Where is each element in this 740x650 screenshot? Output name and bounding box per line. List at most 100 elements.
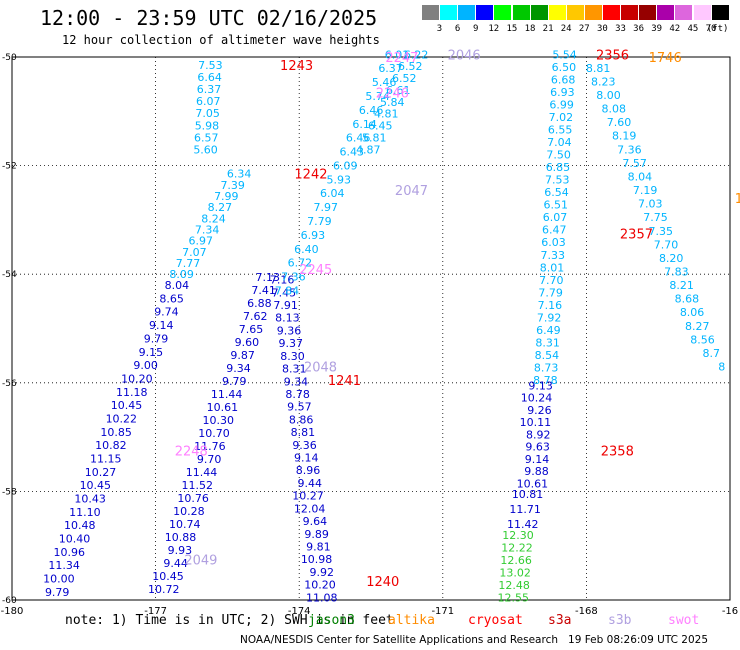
swh-value: 7.50: [546, 149, 571, 162]
swh-value: 5.74: [365, 90, 390, 103]
scale-label: 36: [633, 24, 645, 34]
scale-swatch: [603, 5, 620, 20]
scale-swatch: [476, 5, 494, 20]
page-subtitle: 12 hour collection of altimeter wave hei…: [62, 33, 380, 47]
swh-value: 4.87: [356, 143, 381, 156]
swh-value: 8.73: [534, 362, 559, 375]
swh-value: 7.65: [239, 323, 264, 336]
swh-value: 8.30: [280, 350, 305, 363]
pass-label: 1242: [294, 168, 327, 183]
swh-value: 9.26: [527, 404, 552, 417]
swh-value: 6.46: [359, 104, 384, 117]
swh-value: 6.55: [548, 123, 573, 136]
pass-label: 2358: [601, 445, 634, 460]
swh-value: 8.09: [169, 268, 194, 281]
swh-value: 6.46: [346, 132, 371, 145]
scale-swatch: [440, 5, 458, 20]
scale-label: 27: [578, 24, 590, 34]
swh-value: 9.00: [133, 359, 158, 372]
swh-value: 9.79: [45, 586, 70, 599]
swh-value: 7.16: [538, 299, 563, 312]
swh-value: 6.09: [333, 159, 358, 172]
swh-value: 9.34: [284, 375, 309, 388]
swh-value: 8.31: [535, 336, 560, 349]
swh-value: 10.72: [148, 583, 180, 596]
swh-value: 7.45: [272, 286, 297, 299]
swh-value: 6.40: [294, 243, 319, 256]
swh-value: 6.03: [541, 236, 566, 249]
swh-value: 6.97: [189, 235, 214, 248]
swh-value: 8.24: [201, 212, 226, 225]
swh-value: 10.74: [169, 518, 201, 531]
swh-value: 12.55: [497, 591, 529, 604]
swh-value: 6.61: [386, 84, 411, 97]
swh-value: 9.37: [279, 337, 304, 350]
pass-label: 2048: [304, 361, 337, 376]
swh-value: 6.14: [352, 118, 377, 131]
pass-label: 1243: [280, 59, 313, 74]
swh-value: 9.93: [168, 544, 193, 557]
swh-value: 8.06: [680, 306, 705, 319]
swh-value: 5.60: [193, 143, 218, 156]
x-tick-label: -171: [431, 606, 454, 617]
swh-value: 10.45: [111, 399, 143, 412]
axis-labels: -180 -177 -174 -171 -168 -16 -50 -52 -54 -56 -58 -6…: [1, 53, 739, 617]
swh-value: 10.85: [100, 426, 132, 439]
swh-value: 11.52: [182, 479, 214, 492]
pass-label: 2247: [385, 51, 418, 66]
swh-value: 8.78: [533, 374, 558, 387]
swh-value: 6.37: [197, 83, 222, 96]
scale-swatch: [584, 5, 602, 20]
y-tick-label: -56: [2, 379, 17, 389]
scale-swatch: [548, 5, 566, 20]
swh-value: 11.08: [306, 591, 338, 604]
swh-value: 11.44: [186, 466, 218, 479]
swh-value: 12.66: [500, 554, 532, 567]
swh-value: 7.02: [549, 111, 574, 124]
swh-value: 9.36: [277, 324, 302, 337]
swh-value: 9.89: [304, 528, 329, 541]
swh-value: 8.00: [596, 89, 621, 102]
swh-value: 8.31: [282, 363, 307, 376]
swh-value: 6.52: [398, 60, 423, 73]
scale-swatch: [693, 5, 711, 20]
swh-value: 10.00: [43, 573, 75, 586]
swh-value: 10.20: [121, 372, 153, 385]
swh-value: 7.13: [256, 271, 281, 284]
pass-label: 2356: [596, 48, 629, 63]
swh-value: 10.11: [520, 416, 552, 429]
swh-value: 8.08: [601, 103, 626, 116]
swh-value: 6.49: [536, 324, 561, 337]
swh-value: 6.34: [227, 168, 252, 181]
y-tick-label: -54: [2, 270, 17, 280]
y-tick-label: -58: [2, 487, 17, 497]
swh-value: 6.85: [546, 161, 571, 174]
swh-value: 10.82: [95, 439, 127, 452]
swh-value: 10.27: [292, 490, 324, 503]
swh-value: 8.96: [296, 464, 321, 477]
mission-cryosat: cryosat: [468, 613, 523, 628]
swh-value: 7.77: [176, 257, 201, 270]
scale-label: 70: [705, 24, 717, 34]
swh-value: 7.36: [617, 143, 642, 156]
map-grid: [11, 56, 731, 601]
swh-value: 10.30: [202, 414, 234, 427]
swh-value: 6.93: [550, 86, 575, 99]
swh-value: 9.14: [149, 319, 174, 332]
swh-value: 8.65: [159, 292, 184, 305]
y-tick-label: -52: [2, 162, 17, 172]
swh-value: 11.15: [90, 452, 122, 465]
scale-swatch: [530, 5, 548, 20]
swh-value: 9.88: [524, 465, 549, 478]
scale-label: 45: [687, 24, 699, 34]
scale-swatch: [639, 5, 657, 20]
mission-jason3: jason3: [308, 613, 355, 628]
swh-value: 10.76: [177, 492, 209, 505]
swh-value: 6.45: [368, 120, 393, 133]
scale-swatch: [621, 5, 639, 20]
swh-value: 10.28: [173, 505, 205, 518]
swh-value: 9.79: [144, 332, 169, 345]
swh-value: 5.54: [552, 48, 577, 61]
pass-label: 2049: [184, 553, 217, 568]
